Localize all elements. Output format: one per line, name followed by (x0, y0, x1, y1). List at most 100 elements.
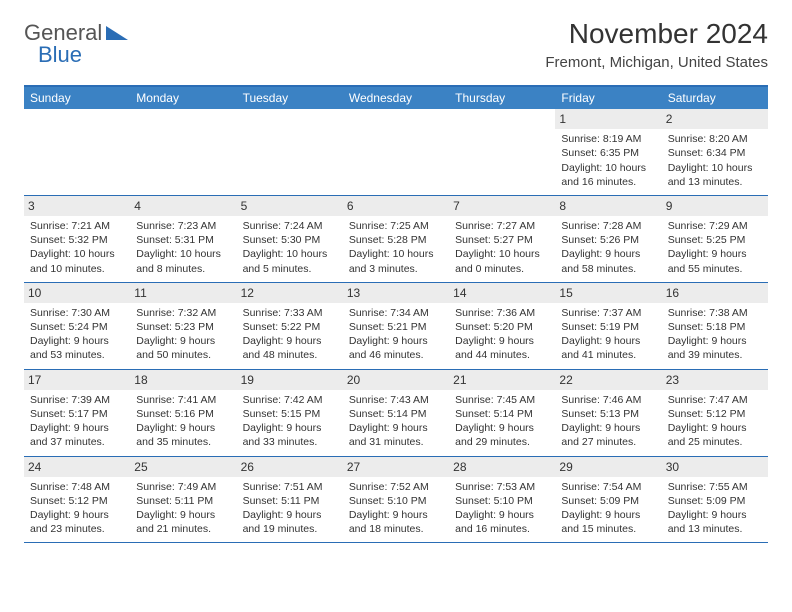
dow-saturday: Saturday (662, 87, 768, 109)
daylight-text: Daylight: 9 hours and 21 minutes. (136, 508, 230, 536)
day-number: 14 (449, 283, 555, 303)
sunset-text: Sunset: 5:11 PM (136, 494, 230, 508)
logo-text-2: Blue (38, 44, 82, 66)
daylight-text: Daylight: 9 hours and 29 minutes. (455, 421, 549, 449)
day-number: 24 (24, 457, 130, 477)
day-cell: 19Sunrise: 7:42 AMSunset: 5:15 PMDayligh… (237, 370, 343, 456)
sunrise-text: Sunrise: 7:47 AM (668, 393, 762, 407)
dow-row: SundayMondayTuesdayWednesdayThursdayFrid… (24, 87, 768, 109)
sunset-text: Sunset: 5:09 PM (561, 494, 655, 508)
day-number: 27 (343, 457, 449, 477)
sunrise-text: Sunrise: 7:54 AM (561, 480, 655, 494)
daylight-text: Daylight: 10 hours and 3 minutes. (349, 247, 443, 275)
daylight-text: Daylight: 9 hours and 25 minutes. (668, 421, 762, 449)
day-cell: 12 Sunrise: 7:33 AMSunset: 5:22 PMDayligh… (237, 283, 343, 369)
day-cell: 11Sunrise: 7:32 AMSunset: 5:23 PMDayligh… (130, 283, 236, 369)
sunrise-text: Sunrise: 7:34 AM (349, 306, 443, 320)
sunset-text: Sunset: 5:21 PM (349, 320, 443, 334)
day-number: 15 (555, 283, 661, 303)
sunrise-text: Sunrise: 7:28 AM (561, 219, 655, 233)
day-number: 1 (555, 109, 661, 129)
daylight-text: Daylight: 9 hours and 50 minutes. (136, 334, 230, 362)
title-block: November 2024 Fremont, Michigan, United … (545, 18, 768, 71)
sunrise-text: Sunrise: 7:37 AM (561, 306, 655, 320)
calendar: SundayMondayTuesdayWednesdayThursdayFrid… (24, 85, 768, 543)
sunrise-text: Sunrise: 7:51 AM (243, 480, 337, 494)
day-number: 25 (130, 457, 236, 477)
day-cell: 16Sunrise: 7:38 AMSunset: 5:18 PMDayligh… (662, 283, 768, 369)
daylight-text: Daylight: 10 hours and 10 minutes. (30, 247, 124, 275)
day-number: 9 (662, 196, 768, 216)
sunrise-text: Sunrise: 7:45 AM (455, 393, 549, 407)
daylight-text: Daylight: 9 hours and 23 minutes. (30, 508, 124, 536)
day-cell: 18Sunrise: 7:41 AMSunset: 5:16 PMDayligh… (130, 370, 236, 456)
day-cell: 15Sunrise: 7:37 AMSunset: 5:19 PMDayligh… (555, 283, 661, 369)
daylight-text: Daylight: 9 hours and 44 minutes. (455, 334, 549, 362)
day-number: 8 (555, 196, 661, 216)
day-number: 22 (555, 370, 661, 390)
sunrise-text: Sunrise: 7:21 AM (30, 219, 124, 233)
day-number: 19 (237, 370, 343, 390)
sunset-text: Sunset: 5:28 PM (349, 233, 443, 247)
sunrise-text: Sunrise: 7:39 AM (30, 393, 124, 407)
day-cell: 4Sunrise: 7:23 AMSunset: 5:31 PMDaylight… (130, 196, 236, 282)
day-cell (24, 109, 130, 195)
day-number: 26 (237, 457, 343, 477)
sunset-text: Sunset: 5:27 PM (455, 233, 549, 247)
sunrise-text: Sunrise: 7:27 AM (455, 219, 549, 233)
sunset-text: Sunset: 5:31 PM (136, 233, 230, 247)
day-cell (237, 109, 343, 195)
sunset-text: Sunset: 5:17 PM (30, 407, 124, 421)
title-month: November 2024 (545, 18, 768, 50)
sunrise-text: Sunrise: 7:55 AM (668, 480, 762, 494)
sunrise-text: Sunrise: 8:19 AM (561, 132, 655, 146)
sunset-text: Sunset: 5:12 PM (668, 407, 762, 421)
sunset-text: Sunset: 5:13 PM (561, 407, 655, 421)
day-cell: 26Sunrise: 7:51 AMSunset: 5:11 PMDayligh… (237, 457, 343, 543)
sunset-text: Sunset: 5:22 PM (243, 320, 337, 334)
day-cell: 13Sunrise: 7:34 AMSunset: 5:21 PMDayligh… (343, 283, 449, 369)
sunrise-text: Sunrise: 7:23 AM (136, 219, 230, 233)
sunset-text: Sunset: 5:10 PM (349, 494, 443, 508)
dow-friday: Friday (555, 87, 661, 109)
daylight-text: Daylight: 10 hours and 16 minutes. (561, 161, 655, 189)
daylight-text: Daylight: 9 hours and 18 minutes. (349, 508, 443, 536)
day-number: 30 (662, 457, 768, 477)
day-cell: 5Sunrise: 7:24 AMSunset: 5:30 PMDaylight… (237, 196, 343, 282)
daylight-text: Daylight: 9 hours and 39 minutes. (668, 334, 762, 362)
day-number: 21 (449, 370, 555, 390)
day-cell: 22Sunrise: 7:46 AMSunset: 5:13 PMDayligh… (555, 370, 661, 456)
day-cell: 23 Sunrise: 7:47 AMSunset: 5:12 PMDayligh… (662, 370, 768, 456)
sunset-text: Sunset: 5:26 PM (561, 233, 655, 247)
week-row: 17Sunrise: 7:39 AMSunset: 5:17 PMDayligh… (24, 370, 768, 457)
day-number: 12 (237, 283, 343, 303)
sunrise-text: Sunrise: 7:52 AM (349, 480, 443, 494)
sunset-text: Sunset: 5:10 PM (455, 494, 549, 508)
sunrise-text: Sunrise: 7:48 AM (30, 480, 124, 494)
sunrise-text: Sunrise: 7:25 AM (349, 219, 443, 233)
day-number: 7 (449, 196, 555, 216)
sunrise-text: Sunrise: 7:32 AM (136, 306, 230, 320)
day-cell: 25Sunrise: 7:49 AMSunset: 5:11 PMDayligh… (130, 457, 236, 543)
day-cell: 28Sunrise: 7:53 AMSunset: 5:10 PMDayligh… (449, 457, 555, 543)
day-cell (130, 109, 236, 195)
logo: General Blue (24, 18, 128, 66)
sunset-text: Sunset: 5:25 PM (668, 233, 762, 247)
daylight-text: Daylight: 9 hours and 48 minutes. (243, 334, 337, 362)
sunrise-text: Sunrise: 7:36 AM (455, 306, 549, 320)
sunset-text: Sunset: 5:24 PM (30, 320, 124, 334)
day-cell: 6Sunrise: 7:25 AMSunset: 5:28 PMDaylight… (343, 196, 449, 282)
sunrise-text: Sunrise: 7:33 AM (243, 306, 337, 320)
sunset-text: Sunset: 5:23 PM (136, 320, 230, 334)
day-number: 28 (449, 457, 555, 477)
daylight-text: Daylight: 10 hours and 0 minutes. (455, 247, 549, 275)
header: General Blue November 2024 Fremont, Mich… (24, 18, 768, 71)
sunset-text: Sunset: 5:14 PM (455, 407, 549, 421)
day-cell: 9Sunrise: 7:29 AMSunset: 5:25 PMDaylight… (662, 196, 768, 282)
sunset-text: Sunset: 5:14 PM (349, 407, 443, 421)
dow-thursday: Thursday (449, 87, 555, 109)
day-cell: 2Sunrise: 8:20 AMSunset: 6:34 PMDaylight… (662, 109, 768, 195)
day-cell: 1Sunrise: 8:19 AMSunset: 6:35 PMDaylight… (555, 109, 661, 195)
day-number: 23 (662, 370, 768, 390)
day-cell: 20Sunrise: 7:43 AMSunset: 5:14 PMDayligh… (343, 370, 449, 456)
